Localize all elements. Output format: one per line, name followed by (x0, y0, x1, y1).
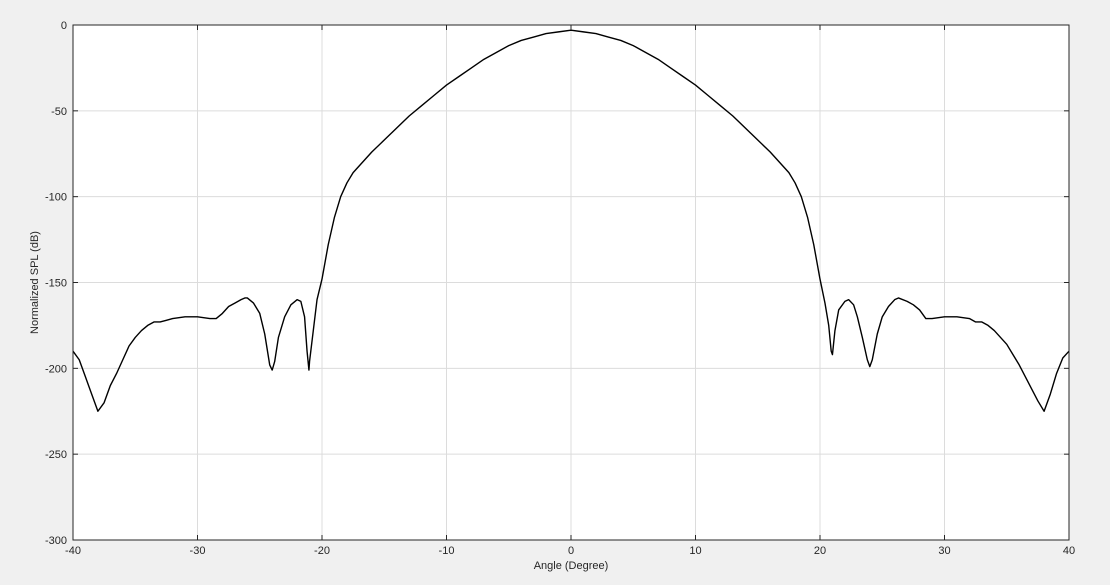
y-tick-label: 0 (61, 20, 67, 32)
x-tick-label: -10 (439, 545, 455, 557)
x-tick-label: -40 (65, 545, 81, 557)
y-tick-label: -50 (51, 106, 67, 118)
x-tick-label: 0 (568, 545, 574, 557)
x-axis-ticks: -40 -30 -20 -10 0 10 20 30 40 (65, 25, 1075, 557)
y-axis-ticks: 0 -50 -100 -150 -200 -250 -300 (45, 20, 1069, 547)
x-tick-label: 30 (938, 545, 950, 557)
x-tick-label: 10 (689, 545, 701, 557)
y-axis-label: Normalized SPL (dB) (29, 231, 41, 334)
x-tick-label: 20 (814, 545, 826, 557)
x-tick-label: 40 (1063, 545, 1075, 557)
y-tick-label: -250 (45, 449, 67, 461)
series-line (72, 29, 1070, 412)
x-tick-label: -20 (314, 545, 330, 557)
y-tick-label: -100 (45, 192, 67, 204)
x-axis-label: Angle (Degree) (534, 560, 609, 572)
x-tick-label: -30 (190, 545, 206, 557)
y-tick-label: -300 (45, 535, 67, 547)
y-tick-label: -200 (45, 363, 67, 375)
y-tick-label: -150 (45, 278, 67, 290)
